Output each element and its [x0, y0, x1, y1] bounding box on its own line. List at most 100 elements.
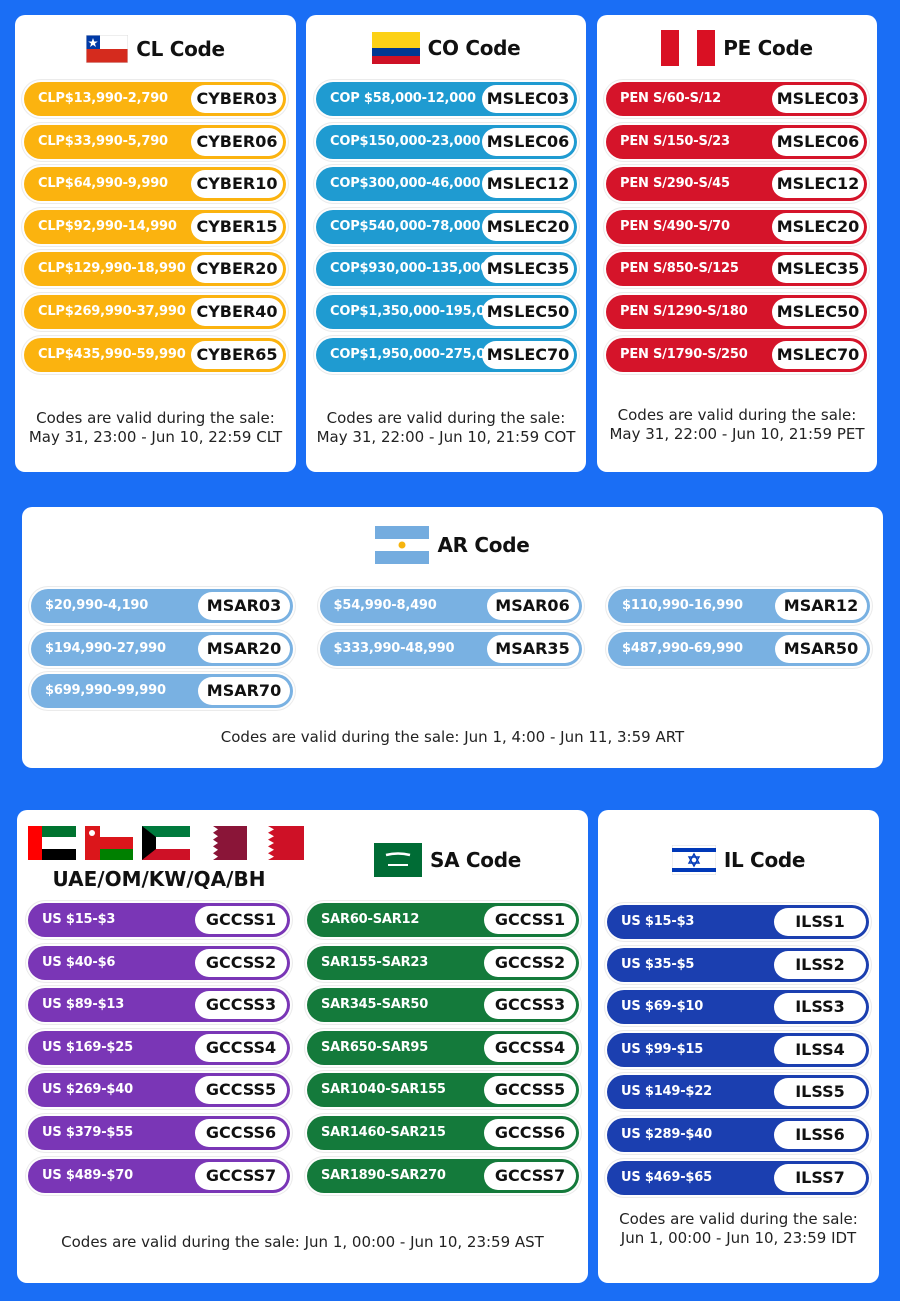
coupon-code: GCCSS7 [484, 1161, 576, 1190]
code-pill: $54,990-8,490 MSAR06 [319, 589, 582, 623]
co-card: CO Code Codes are valid during the sale:… [306, 15, 586, 472]
price-range: COP$1,950,000-275,000 [330, 346, 503, 362]
code-pill: $20,990-4,190 MSAR03 [31, 589, 293, 623]
coupon-code: GCCSS1 [484, 906, 576, 934]
price-range: $110,990-16,990 [622, 598, 743, 613]
code-pill: CLP$92,990-14,990 CYBER15 [24, 209, 286, 244]
card-title: PE Code [723, 36, 813, 60]
coupon-code: MSAR20 [198, 634, 290, 663]
code-pill: $110,990-16,990 MSAR12 [608, 589, 870, 623]
price-range: US $69-$10 [621, 999, 704, 1015]
note-line: Codes are valid during the sale: [326, 409, 566, 427]
price-range: $20,990-4,190 [45, 598, 149, 613]
price-range: $699,990-99,990 [45, 683, 166, 698]
price-range: PEN S/850-S/125 [620, 261, 739, 277]
price-range: COP$540,000-78,000 [330, 218, 481, 234]
code-pill: SAR345-SAR50 GCCSS3 [307, 988, 579, 1023]
price-range: CLP$64,990-9,990 [38, 176, 168, 192]
price-range: PEN S/1790-S/250 [620, 346, 748, 362]
price-range: US $269-$40 [42, 1082, 133, 1098]
price-range: PEN S/290-S/45 [620, 176, 730, 192]
note-line: May 31, 22:00 - Jun 10, 21:59 PET [609, 425, 865, 443]
code-pill: COP$930,000-135,000 MSLEC35 [316, 252, 577, 287]
code-pill: $487,990-69,990 MSAR50 [608, 631, 870, 666]
code-pill: CLP$64,990-9,990 CYBER10 [24, 167, 286, 202]
code-pill: SAR650-SAR95 GCCSS4 [307, 1030, 579, 1065]
code-pill: US $69-$10 ILSS3 [607, 990, 869, 1025]
note-line: Jun 1, 00:00 - Jun 10, 23:59 IDT [620, 1229, 857, 1247]
coupon-code: CYBER15 [191, 212, 283, 241]
gulf-title: UAE/OM/KW/QA/BH [52, 867, 266, 891]
coupon-code: ILSS2 [774, 950, 866, 979]
note: Codes are valid during the sale: May 31, … [597, 406, 877, 444]
saudi-flag [373, 843, 422, 877]
code-pill: PEN S/60-S/12 MSLEC03 [606, 82, 867, 116]
note-line: Codes are valid during the sale: Jun 1, … [61, 1233, 544, 1251]
coupon-code: GCCSS3 [195, 991, 287, 1020]
code-pill: SAR1890-SAR270 GCCSS7 [307, 1158, 579, 1193]
pe-card: PE Code Codes are valid during the sale:… [597, 15, 877, 472]
code-pill: SAR1460-SAR215 GCCSS6 [307, 1116, 579, 1150]
ar-card: AR Code Codes are valid during the sale:… [22, 507, 883, 768]
note-line: Codes are valid during the sale: Jun 1, … [220, 728, 685, 746]
card-title: AR Code [437, 533, 530, 557]
price-range: COP $58,000-12,000 [330, 91, 476, 106]
price-range: US $379-$55 [42, 1125, 133, 1140]
coupon-code: ILSS7 [774, 1163, 866, 1192]
israel-flag [671, 845, 716, 875]
price-range: CLP$435,990-59,990 [38, 346, 186, 362]
code-pill: SAR155-SAR23 GCCSS2 [307, 945, 579, 980]
price-range: US $169-$25 [42, 1039, 133, 1055]
coupon-code: MSLEC70 [482, 340, 574, 369]
coupon-code: MSLEC70 [772, 340, 864, 369]
coupon-code: MSAR03 [198, 592, 290, 620]
coupon-code: MSLEC20 [482, 212, 574, 241]
coupon-code: CYBER10 [191, 170, 283, 199]
code-pill: CLP$435,990-59,990 CYBER65 [24, 337, 286, 372]
price-range: SAR650-SAR95 [321, 1039, 429, 1055]
price-range: US $89-$13 [42, 997, 125, 1013]
coupon-code: GCCSS2 [484, 948, 576, 977]
price-range: SAR1460-SAR215 [321, 1125, 446, 1140]
price-range: US $15-$3 [42, 912, 116, 927]
code-pill: CLP$129,990-18,990 CYBER20 [24, 252, 286, 287]
coupon-code: CYBER06 [191, 127, 283, 156]
code-pill: US $35-$5 ILSS2 [607, 947, 869, 982]
code-pill: $194,990-27,990 MSAR20 [31, 631, 293, 666]
price-range: CLP$33,990-5,790 [38, 133, 168, 149]
code-pill: COP $58,000-12,000 MSLEC03 [316, 82, 577, 116]
coupon-code: MSAR50 [775, 634, 867, 663]
code-pill: US $169-$25 GCCSS4 [28, 1030, 290, 1065]
price-range: US $489-$70 [42, 1167, 133, 1183]
coupon-code: CYBER65 [191, 340, 283, 369]
price-range: SAR345-SAR50 [321, 997, 429, 1013]
coupon-code: GCCSS5 [484, 1076, 576, 1105]
coupon-code: MSLEC06 [482, 127, 574, 156]
code-pill: CLP$13,990-2,790 CYBER03 [24, 82, 286, 116]
coupon-code: MSLEC35 [482, 255, 574, 284]
code-pill: US $289-$40 ILSS6 [607, 1118, 869, 1152]
coupon-code: GCCSS6 [484, 1119, 576, 1147]
price-range: SAR155-SAR23 [321, 954, 429, 970]
coupon-code: GCCSS1 [195, 906, 287, 934]
price-range: US $35-$5 [621, 956, 695, 972]
code-pill: PEN S/850-S/125 MSLEC35 [606, 252, 867, 287]
price-range: CLP$269,990-37,990 [38, 304, 186, 319]
coupon-code: GCCSS4 [195, 1033, 287, 1062]
coupon-code: CYBER20 [191, 255, 283, 284]
gulf-flags [28, 826, 304, 860]
co-header: CO Code [306, 32, 586, 64]
price-range: PEN S/490-S/70 [620, 218, 730, 234]
kuwait-flag [142, 826, 190, 860]
coupon-code: MSLEC50 [772, 298, 864, 326]
cl-card: CL Code Codes are valid during the sale:… [15, 15, 296, 472]
coupon-code: GCCSS2 [195, 948, 287, 977]
code-pill: US $15-$3 GCCSS1 [28, 903, 290, 937]
price-range: US $40-$6 [42, 954, 116, 970]
code-pill: US $269-$40 GCCSS5 [28, 1073, 290, 1108]
price-range: SAR1040-SAR155 [321, 1082, 446, 1098]
price-range: SAR60-SAR12 [321, 912, 420, 927]
price-range: CLP$92,990-14,990 [38, 218, 177, 234]
coupon-code: ILSS6 [774, 1121, 866, 1149]
note-line: Codes are valid during the sale: [36, 409, 275, 427]
